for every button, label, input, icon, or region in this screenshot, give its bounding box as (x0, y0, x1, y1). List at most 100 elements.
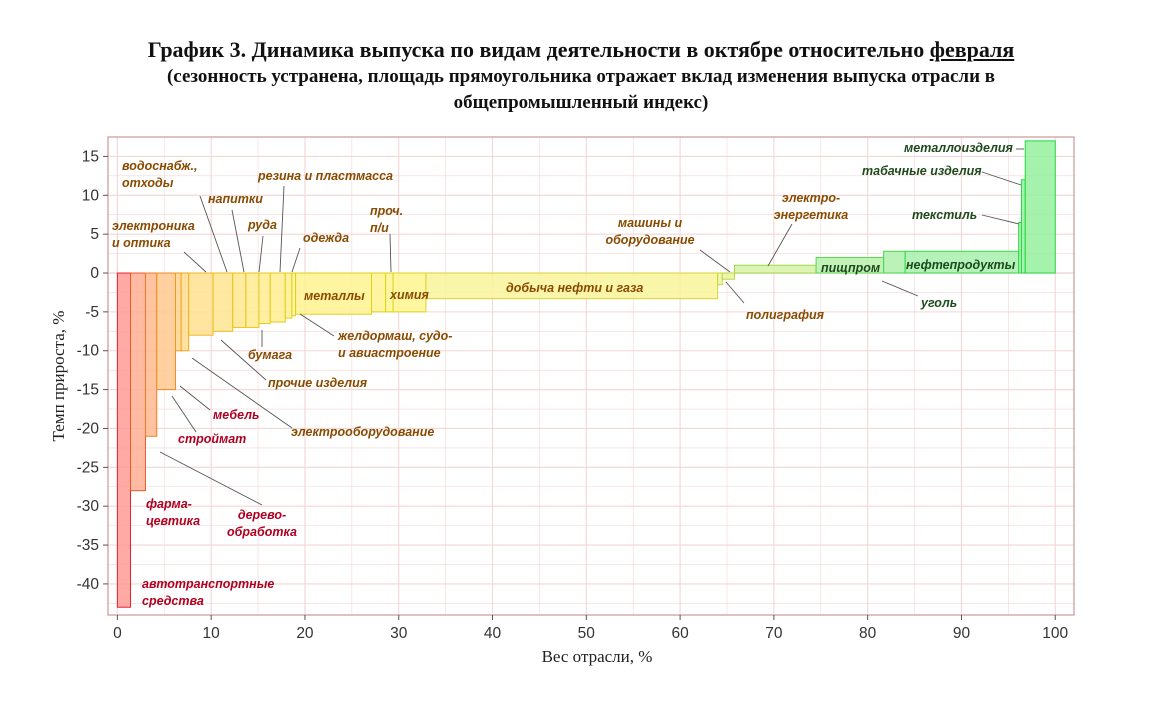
sector-label: нефтепродукты (906, 258, 1016, 272)
chart-title-main: График 3. Динамика выпуска по видам деят… (147, 37, 925, 62)
bar-sector-27 (1024, 140, 1056, 274)
plot-frame (107, 136, 1075, 616)
y-tick-label: -25 (77, 459, 99, 476)
leader-line (699, 249, 731, 273)
sector-label: пищпром (821, 261, 880, 275)
leader-line (881, 280, 919, 297)
sector-label: автотранспортные средства (142, 577, 274, 608)
y-tick-label: 15 (82, 148, 99, 165)
sector-label: одежда (303, 231, 349, 245)
bar-sector-3 (156, 272, 177, 391)
leader-line (231, 209, 245, 273)
x-tick-label: 100 (1042, 625, 1068, 642)
axes-layer: 0 10 20 30 40 50 60 70 80 90 100151050-5-10-15-20-… (77, 136, 1075, 642)
sector-label: прочие изделия (268, 376, 368, 390)
bar-sector-26 (1020, 179, 1026, 274)
sector-labels: автотранспортные средства фарма-цевтика дер… (112, 141, 1016, 608)
chart-subtitle-line2: общепромышленный индекс) (453, 92, 709, 113)
leader-line (179, 385, 211, 411)
y-tick-label: -10 (77, 343, 100, 360)
x-tick-label: 10 (203, 625, 221, 642)
leader-line (258, 235, 264, 273)
sector-label: уголь (920, 296, 957, 310)
leader-line (183, 251, 207, 273)
sector-label: металлоизделия (904, 141, 1014, 155)
leader-line (389, 233, 392, 273)
leader-line (981, 171, 1022, 186)
y-tick-label: -5 (85, 304, 99, 321)
y-tick-label: -20 (77, 420, 100, 437)
sector-label: резина и пластмасса (257, 169, 393, 183)
bar-sector-21 (733, 264, 817, 274)
leader-line (159, 451, 263, 506)
chart-title-underlined: февраля (929, 37, 1015, 62)
y-tick-label: 5 (90, 226, 99, 243)
leader-line (299, 313, 335, 337)
sector-label: бумага (248, 348, 292, 362)
sector-label: водоснабж., отходы (122, 159, 197, 190)
leader-line (171, 395, 197, 433)
bar-sector-5 (180, 272, 190, 352)
sector-label: мебель (213, 408, 259, 422)
sector-label: дерево-обработка (227, 508, 297, 539)
x-tick-label: 60 (671, 625, 689, 642)
chart-subtitle-line1: (сезонность устранена, площадь прямоугол… (166, 66, 996, 87)
sector-label: добыча нефти и газа (506, 281, 643, 295)
bar-sector-7 (212, 272, 234, 332)
bar-sector-8 (232, 272, 247, 328)
leader-line (279, 185, 285, 273)
bar-sector-10 (258, 272, 271, 325)
sector-label: электроника и оптика (112, 219, 195, 250)
bar-sector-20 (721, 272, 735, 280)
y-tick-label: -35 (77, 537, 99, 554)
sector-label: текстиль (912, 208, 977, 222)
bar-sector-9 (245, 272, 260, 328)
x-tick-label: 30 (390, 625, 408, 642)
sector-label: электро-энергетика (774, 191, 849, 222)
leader-line (199, 195, 228, 273)
sector-label: напитки (208, 192, 263, 206)
bar-sector-15 (371, 272, 387, 313)
x-axis-title: Вес отрасли, % (542, 647, 653, 666)
sector-label: машины и оборудование (605, 216, 694, 247)
y-axis-title: Темп прироста, % (49, 311, 68, 442)
x-tick-label: 50 (578, 625, 596, 642)
bar-sector-12 (284, 272, 293, 319)
sector-label: руда (247, 218, 277, 232)
chart-title: График 3. Динамика выпуска по видам деят… (0, 36, 1162, 64)
bar-sector-2 (145, 272, 158, 437)
x-tick-label: 80 (859, 625, 877, 642)
bar-sector-18 (425, 272, 719, 300)
x-tick-label: 40 (484, 625, 502, 642)
bar-sector-13 (291, 272, 297, 317)
bar-sector-1 (130, 272, 147, 492)
y-tick-label: -40 (77, 576, 100, 593)
leader-line (767, 223, 793, 267)
sector-label: химия (389, 288, 429, 302)
leader-line (291, 247, 301, 273)
x-tick-label: 0 (113, 625, 122, 642)
sector-label: полиграфия (746, 308, 825, 322)
leader-line (981, 214, 1020, 225)
grid-layer (108, 136, 1074, 615)
bar-sector-0 (116, 272, 132, 608)
sector-label: фарма-цевтика (146, 497, 200, 528)
bar-sector-11 (269, 272, 286, 323)
sector-label: проч. п/и (370, 204, 403, 235)
sector-label: желдормаш, судо-и авиастроение (337, 329, 452, 360)
plot-background (108, 137, 1074, 615)
bar-sector-4 (175, 272, 182, 352)
bar-sector-19 (717, 272, 723, 286)
sector-label: табачные изделия (862, 164, 982, 178)
y-tick-label: -15 (77, 382, 99, 399)
bars-layer (116, 140, 1056, 608)
bar-sector-6 (188, 272, 214, 336)
bar-sector-23 (883, 250, 906, 274)
x-tick-label: 90 (953, 625, 971, 642)
x-tick-label: 20 (296, 625, 314, 642)
x-tick-label: 70 (765, 625, 783, 642)
leader-line (191, 357, 293, 429)
bar-sector-17 (392, 272, 427, 313)
title-block: График 3. Динамика выпуска по видам деят… (0, 36, 1162, 116)
